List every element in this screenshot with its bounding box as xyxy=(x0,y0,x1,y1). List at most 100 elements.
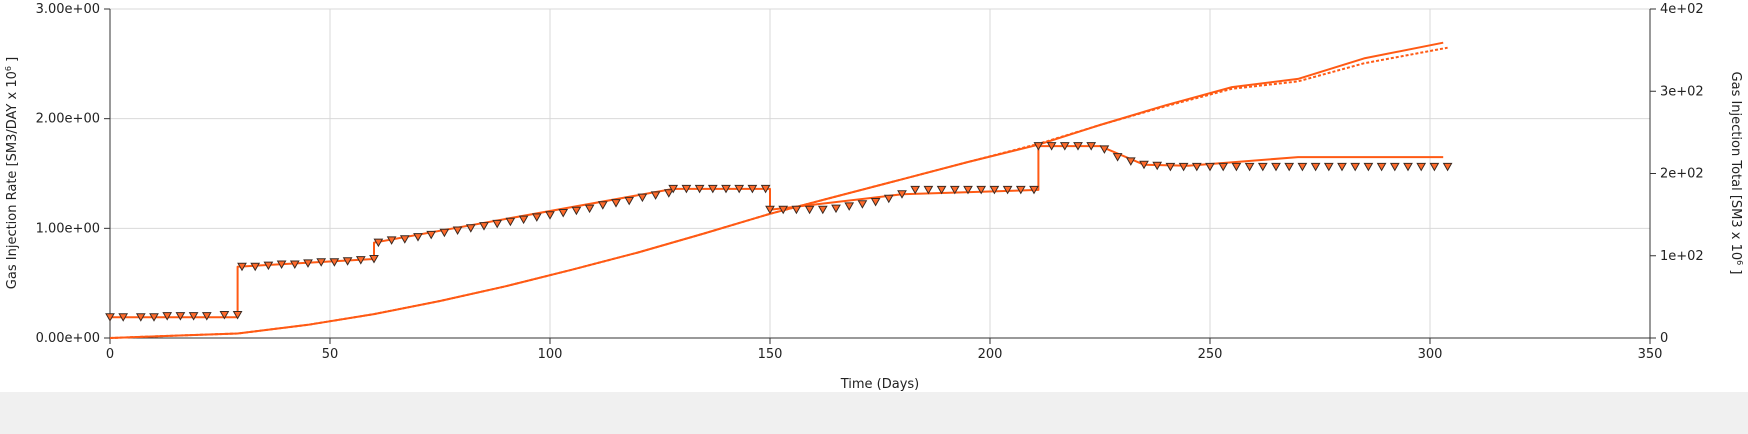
observed-rate-marker xyxy=(1125,157,1136,166)
right-axis-title: Gas Injection Total [SM3 x 106 ] xyxy=(1728,72,1744,275)
observed-rate-marker xyxy=(707,184,718,194)
observed-rate-marker xyxy=(1271,162,1281,172)
observed-rate-marker xyxy=(1244,162,1255,172)
observed-rate-marker xyxy=(479,222,489,231)
observed-rate-marker xyxy=(721,184,731,194)
observed-rate-marker xyxy=(989,185,1000,195)
observed-rate-marker xyxy=(778,205,789,215)
left-axis-title: Gas Injection Rate [SM3/DAY x 106 ] xyxy=(4,57,20,289)
observed-rate-marker xyxy=(1429,162,1440,172)
observed-rate-marker xyxy=(452,226,463,236)
bottom-band xyxy=(0,392,1748,434)
observed-rate-marker xyxy=(883,194,894,204)
observed-rate-marker xyxy=(276,260,287,270)
observed-rate-marker xyxy=(897,190,907,199)
observed-rate-marker xyxy=(963,185,973,195)
observed-rate-marker xyxy=(237,262,247,272)
observed-rate-marker xyxy=(747,184,758,194)
observed-rate-marker xyxy=(734,184,745,194)
observed-rate-marker xyxy=(844,202,855,211)
observed-rate-marker xyxy=(439,228,450,238)
gas-injection-chart: 0 50 100 150 200 250 300 350 0.00e+00 1.00e+00 2.0… xyxy=(4,2,1744,392)
observed-rate-marker xyxy=(1073,142,1083,151)
observed-rate-marker xyxy=(149,313,159,322)
left-axis-title-exponent: 6 xyxy=(4,66,13,71)
observed-rate-marker xyxy=(413,233,423,242)
x-tick-label: 300 xyxy=(1418,347,1443,362)
observed-rate-marker xyxy=(681,184,692,194)
right-axis-title-exponent: 6 xyxy=(1735,260,1744,265)
x-tick-label: 150 xyxy=(758,347,783,362)
observed-rate-marker xyxy=(188,312,199,321)
observed-rate-marker xyxy=(1205,162,1215,172)
right-tick-label: 2e+02 xyxy=(1660,167,1704,182)
observed-rate-marker xyxy=(135,313,146,322)
x-tick-label: 0 xyxy=(106,347,114,362)
observed-rate-marker xyxy=(1046,142,1057,151)
observed-rate-marker xyxy=(355,256,366,265)
observed-rate-marker xyxy=(201,312,212,321)
left-tick-label: 1.00e+00 xyxy=(36,221,100,236)
observed-rate-marker xyxy=(663,189,674,198)
left-tick-label: 2.00e+00 xyxy=(36,112,100,127)
series-layer xyxy=(109,41,1448,339)
observed-rate-marker xyxy=(597,201,608,210)
observed-rate-marker xyxy=(1323,162,1334,172)
left-tick-label: 0.00e+00 xyxy=(36,331,100,346)
observed-rate-marker xyxy=(817,205,828,215)
observed-rate-marker xyxy=(175,312,186,321)
observed-rate-marker xyxy=(694,184,705,194)
observed-rate-marker xyxy=(263,261,274,271)
observed-total-line xyxy=(109,46,1448,339)
observed-rate-marker xyxy=(624,196,635,206)
observed-rate-marker xyxy=(558,209,569,218)
observed-rate-marker xyxy=(1015,185,1026,195)
observed-rate-marker xyxy=(831,204,841,214)
observed-rate-marker xyxy=(923,185,934,195)
observed-rate-marker xyxy=(289,260,300,270)
observed-rate-marker xyxy=(545,211,555,220)
observed-rate-marker xyxy=(162,312,173,321)
observed-rate-marker xyxy=(399,235,410,244)
observed-rate-marker xyxy=(1191,162,1202,172)
observed-rate-marker xyxy=(316,258,327,267)
observed-rate-marker xyxy=(1218,162,1229,172)
observed-rate-marker xyxy=(1403,162,1413,172)
observed-rate-marker xyxy=(1059,142,1070,151)
observed-rate-marker xyxy=(386,236,397,245)
observed-rate-marker xyxy=(232,311,243,320)
x-tick-label: 350 xyxy=(1638,347,1663,362)
observed-rate-marker xyxy=(1002,185,1013,195)
observed-rate-marker xyxy=(1033,142,1044,151)
observed-rate-marker xyxy=(1178,162,1189,172)
observed-rate-marker xyxy=(611,199,621,208)
x-tick-label: 250 xyxy=(1198,347,1223,362)
grid-layer xyxy=(110,8,1651,339)
observed-rate-marker xyxy=(571,206,582,216)
observed-rate-marker xyxy=(250,262,261,272)
observed-rate-marker xyxy=(518,215,529,225)
observed-rate-marker xyxy=(1389,162,1400,172)
right-tick-label: 0 xyxy=(1660,331,1668,346)
observed-rate-marker xyxy=(910,185,921,195)
observed-rate-marker xyxy=(870,198,881,207)
observed-rate-marker xyxy=(760,184,771,194)
simulated-rate-line xyxy=(110,145,1444,319)
observed-rate-marker xyxy=(1099,145,1110,154)
observed-rate-marker xyxy=(465,224,476,233)
observed-rate-marker xyxy=(1139,160,1149,170)
observed-rate-marker xyxy=(369,255,379,264)
observed-rate-marker xyxy=(857,200,868,209)
observed-rate-marker xyxy=(1086,142,1097,151)
observed-rate-marker xyxy=(1337,162,1347,172)
observed-rate-marker xyxy=(1310,162,1321,172)
observed-rate-marker xyxy=(219,311,230,320)
observed-rate-marker xyxy=(1029,185,1039,195)
marker-layer xyxy=(105,142,1453,322)
x-tick-label: 50 xyxy=(322,347,339,362)
chart-panel: 0 50 100 150 200 250 300 350 0.00e+00 1.00e+00 2.0… xyxy=(0,0,1748,392)
observed-rate-marker xyxy=(118,313,129,322)
simulated-total-line xyxy=(109,41,1444,339)
observed-rate-marker xyxy=(1165,162,1176,172)
observed-rate-marker xyxy=(505,217,516,227)
